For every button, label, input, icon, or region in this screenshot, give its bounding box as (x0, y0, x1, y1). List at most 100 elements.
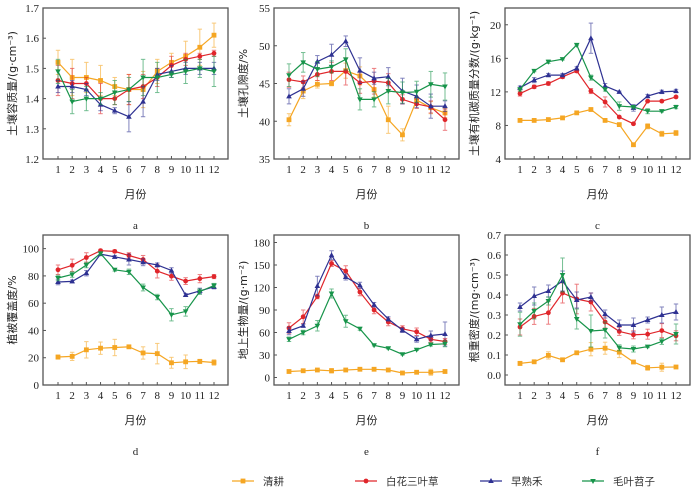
x-tick-label: 5 (574, 164, 580, 176)
data-point (659, 339, 665, 345)
data-point (111, 107, 118, 113)
data-point (371, 301, 377, 307)
data-point (371, 366, 377, 372)
y-tick-label: 100 (23, 244, 40, 256)
series-line (519, 273, 677, 350)
legend-marker (363, 478, 369, 484)
y-tick-label: 120 (254, 283, 271, 295)
x-tick-label: 8 (155, 390, 161, 402)
data-point (140, 98, 146, 104)
data-point (573, 42, 580, 48)
series-早熟禾 (517, 22, 679, 112)
data-point (545, 310, 551, 316)
data-point (126, 87, 132, 93)
x-tick-label: 9 (631, 390, 637, 402)
y-tick-label: 40 (28, 325, 40, 337)
x-tick-label: 8 (155, 164, 161, 176)
x-tick-label: 10 (411, 164, 423, 176)
x-tick-label: 4 (560, 390, 566, 402)
data-point (659, 312, 665, 317)
x-tick-label: 1 (286, 390, 292, 402)
data-point (211, 274, 217, 279)
x-tick-label: 12 (440, 164, 451, 176)
y-tick-label: 20 (490, 20, 502, 32)
data-point (328, 252, 335, 258)
x-tick-label: 7 (602, 390, 608, 402)
x-tick-label: 5 (112, 390, 118, 402)
data-point (98, 345, 103, 351)
x-tick-label: 9 (169, 164, 175, 176)
data-point (55, 83, 61, 89)
legend-label: 毛叶苕子 (613, 476, 655, 488)
data-point (559, 72, 566, 78)
data-point (428, 369, 434, 375)
y-axis-title: 土壤孔隙度/% (236, 49, 250, 118)
legend-item: 毛叶苕子 (582, 476, 655, 488)
legend-label: 清耕 (263, 475, 284, 488)
data-point (182, 69, 189, 75)
x-tick-label: 5 (343, 390, 349, 402)
data-point (357, 282, 363, 288)
x-tick-label: 11 (195, 390, 206, 402)
data-point (357, 326, 363, 332)
data-point (371, 307, 377, 313)
series-清耕 (517, 341, 679, 372)
data-point (385, 367, 391, 373)
data-point (588, 294, 594, 299)
y-tick-label: 90 (259, 305, 271, 317)
legend-label: 早熟禾 (511, 475, 543, 488)
data-point (517, 118, 523, 123)
legend-marker (488, 478, 494, 483)
data-point (616, 322, 623, 327)
legend: 清耕 白花三叶草 早熟禾 毛叶苕子 (232, 475, 655, 488)
data-point (442, 117, 448, 123)
x-tick-label: 2 (69, 390, 75, 402)
data-point (616, 345, 623, 351)
data-point (83, 96, 90, 102)
data-point (545, 117, 551, 122)
series-line (288, 40, 445, 107)
x-tick-label: 4 (98, 164, 104, 176)
series-line (519, 70, 677, 125)
panel-label: a (133, 220, 138, 232)
data-point (602, 345, 608, 351)
data-point (69, 83, 75, 89)
legend-item: 白花三叶草 (355, 475, 439, 488)
data-point (126, 256, 132, 262)
x-tick-label: 7 (371, 390, 377, 402)
y-tick-label: 180 (254, 238, 271, 250)
x-tick-label: 12 (671, 390, 682, 402)
series-line (288, 254, 446, 340)
data-point (616, 122, 622, 128)
data-point (645, 123, 651, 129)
data-point (673, 88, 679, 94)
data-point (286, 93, 292, 99)
data-point (300, 60, 306, 66)
data-point (645, 365, 651, 371)
x-axis-title: 月份 (356, 414, 378, 427)
data-point (545, 72, 552, 78)
data-point (300, 368, 306, 374)
x-axis-title: 月份 (587, 188, 609, 201)
x-tick-label: 4 (329, 164, 335, 176)
data-point (644, 317, 651, 322)
data-point (399, 90, 406, 96)
x-tick-label: 6 (588, 164, 594, 176)
data-point (631, 121, 636, 127)
data-point (83, 347, 89, 353)
data-point (98, 78, 103, 83)
x-axis-title: 月份 (125, 414, 147, 427)
series-line (57, 34, 215, 91)
data-point (545, 59, 552, 65)
data-point (111, 253, 118, 259)
data-point (616, 349, 622, 355)
y-tick-label: 4 (496, 154, 502, 166)
y-tick-label: 80 (28, 271, 40, 283)
data-point (55, 267, 61, 273)
data-point (197, 276, 203, 282)
data-point (574, 110, 580, 116)
data-point (300, 322, 306, 328)
y-tick-label: 20 (28, 353, 40, 365)
series-白花三叶草 (517, 68, 679, 127)
